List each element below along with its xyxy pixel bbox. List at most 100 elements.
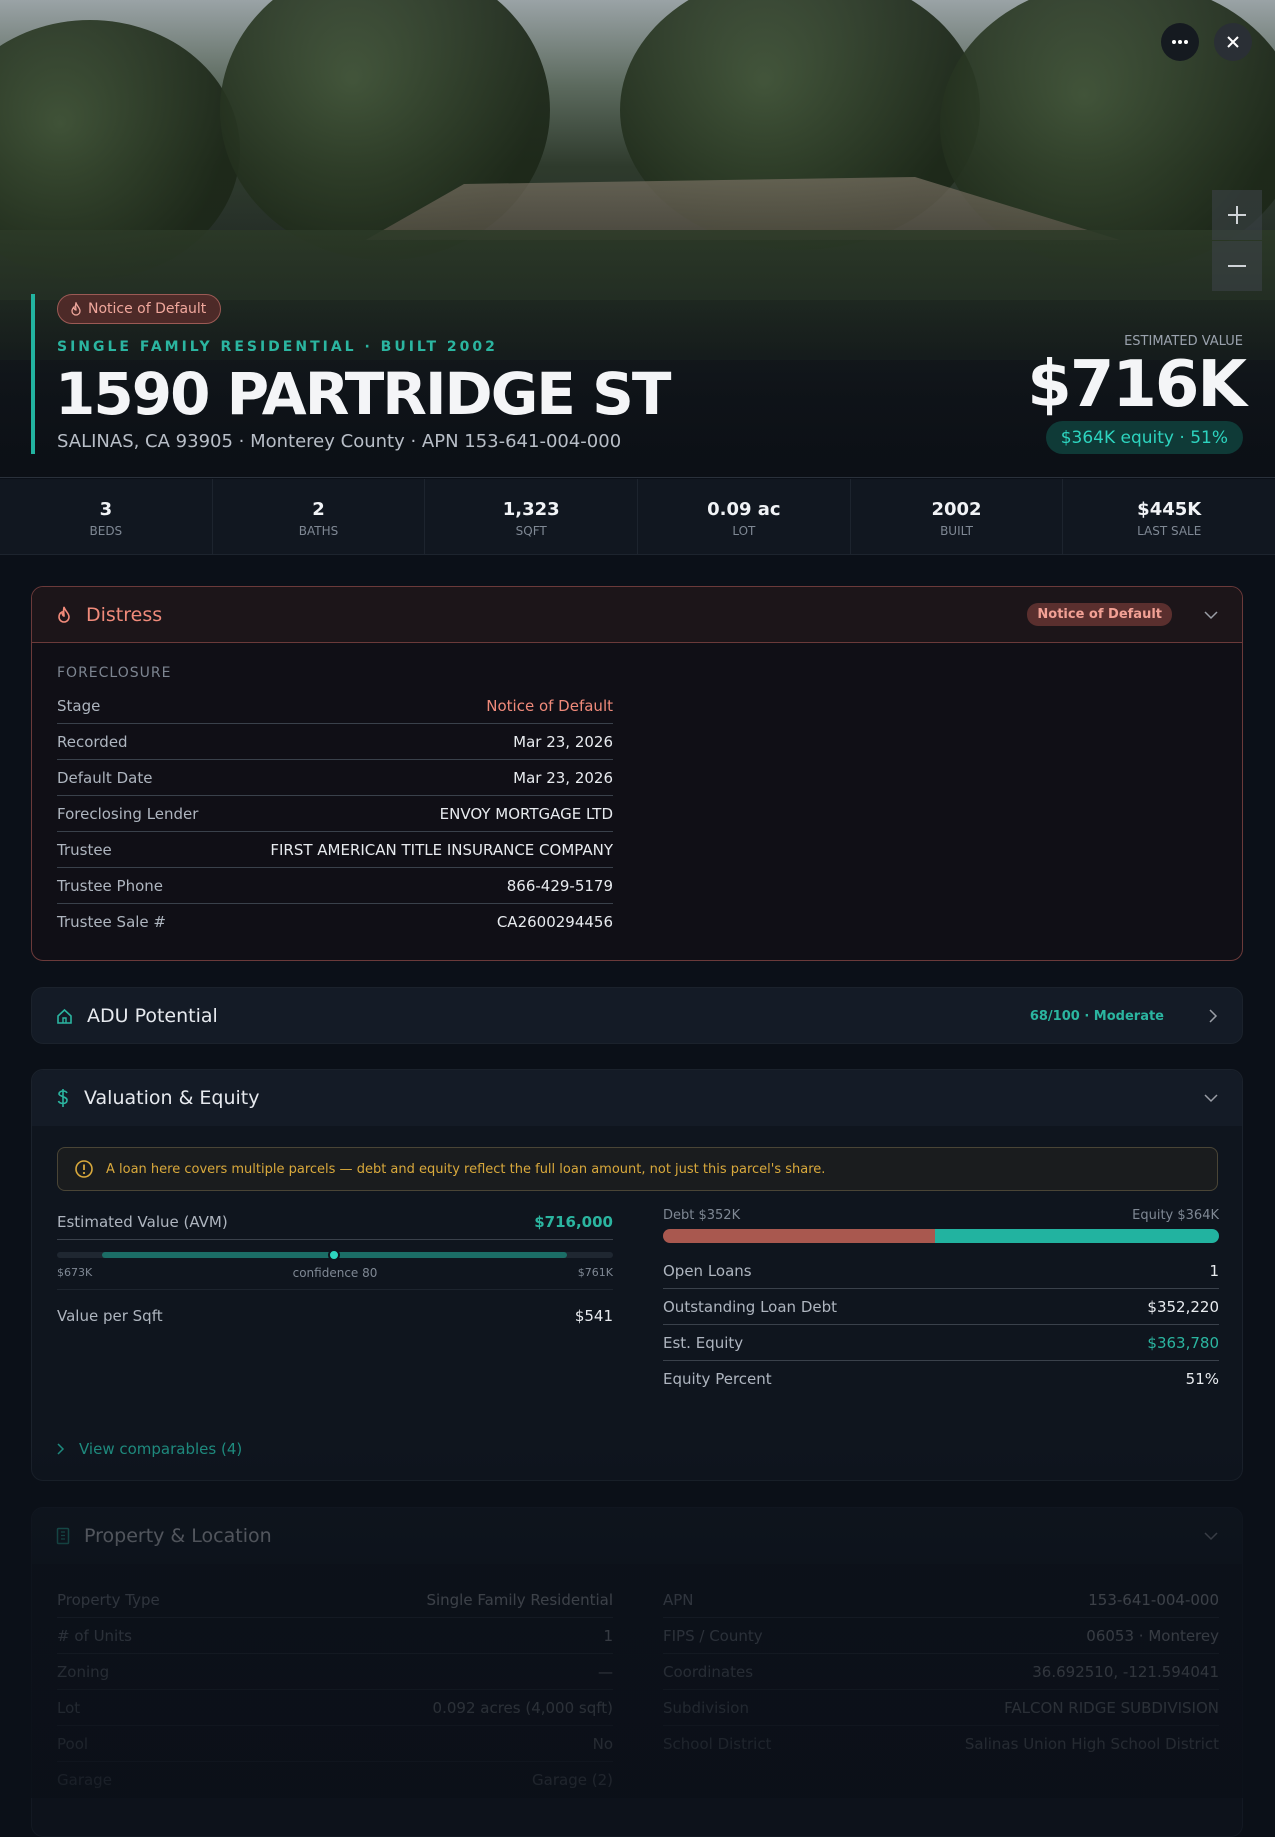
table-row: Value per Sqft $541 (57, 1298, 613, 1334)
stat-value: 0.09 ac (707, 499, 781, 520)
stat-label: BUILT (940, 524, 973, 538)
row-label: # of Units (57, 1626, 132, 1645)
range-confidence: confidence 80 (292, 1266, 378, 1280)
property-left-table: Property Type Single Family Residential # … (57, 1582, 613, 1798)
row-label: APN (663, 1590, 694, 1609)
dollar-icon (57, 1089, 68, 1107)
distress-card: Distress Notice of Default FORECLOSURE S… (31, 586, 1243, 961)
row-label: Coordinates (663, 1662, 754, 1681)
row-value: FALCON RIDGE SUBDIVISION (1004, 1698, 1219, 1717)
row-label: Outstanding Loan Debt (663, 1297, 837, 1316)
more-button[interactable] (1161, 23, 1199, 61)
equity-pill: $364K equity · 51% (1045, 421, 1243, 454)
flame-icon (58, 606, 70, 623)
row-label: Foreclosing Lender (57, 804, 199, 823)
row-label: School District (663, 1735, 772, 1753)
row-value: 153-641-004-000 (1088, 1590, 1219, 1609)
row-value: Garage (2) (532, 1771, 613, 1789)
adu-score: 68/100 · Moderate (1029, 1008, 1164, 1024)
table-row: Open Loans 1 (663, 1253, 1219, 1289)
status-badge: Notice of Default (57, 294, 222, 324)
property-header[interactable]: Property & Location (32, 1508, 1242, 1564)
debt-equity-labels: Debt $352K Equity $364K (663, 1208, 1219, 1223)
avm-row: Estimated Value (AVM) $716,000 (57, 1204, 613, 1240)
row-value: 1 (1209, 1261, 1219, 1280)
row-label: Estimated Value (AVM) (57, 1212, 228, 1231)
range-high: $761K (577, 1266, 613, 1279)
minus-icon (1228, 265, 1246, 267)
row-value: Mar 23, 2026 (513, 768, 613, 787)
row-label: Pool (57, 1734, 89, 1753)
row-label: Stage (57, 696, 101, 715)
zoom-out-button[interactable] (1212, 241, 1262, 291)
zoom-in-button[interactable] (1212, 190, 1262, 240)
warning-banner: A loan here covers multiple parcels — de… (57, 1147, 1218, 1191)
row-value: $541 (574, 1307, 613, 1325)
stat-value: 2 (312, 499, 325, 520)
plus-icon (1228, 206, 1246, 224)
table-row: Property Type Single Family Residential (57, 1582, 613, 1618)
table-row: Stage Notice of Default (57, 688, 613, 724)
view-comparables-text: View comparables (4) (79, 1440, 243, 1458)
property-subtitle: SINGLE FAMILY RESIDENTIAL · BUILT 2002 (57, 339, 498, 355)
table-row: Lot 0.092 acres (4,000 sqft) (57, 1690, 613, 1726)
table-row: Recorded Mar 23, 2026 (57, 724, 613, 760)
row-value: 51% (1185, 1370, 1219, 1388)
stat: 1,323 SQFT (425, 479, 639, 554)
foreclosure-table: Stage Notice of Default Recorded Mar 23, 20… (57, 688, 613, 940)
valuation-right-table: Open Loans 1 Outstanding Loan Debt $352,220… (663, 1253, 1219, 1397)
property-title: Property & Location (84, 1525, 272, 1547)
warning-text: A loan here covers multiple parcels — de… (106, 1161, 826, 1177)
equity-panel: Debt $352K Equity $364K Open Loans 1 Outst… (663, 1208, 1219, 1397)
row-value: $352,220 (1147, 1297, 1219, 1316)
distress-header[interactable]: Distress Notice of Default (32, 587, 1242, 643)
property-address: 1590 PARTRIDGE ST (55, 360, 671, 428)
stat-label: BATHS (298, 524, 339, 538)
row-value: Salinas Union High School District (964, 1735, 1219, 1753)
house-icon (57, 1008, 72, 1024)
more-icon (1172, 40, 1188, 44)
table-row: Default Date Mar 23, 2026 (57, 760, 613, 796)
row-value: Notice of Default (486, 696, 613, 715)
stat-label: LOT (732, 524, 756, 538)
row-value: $716,000 (534, 1212, 613, 1231)
accent-bar (31, 294, 35, 454)
stat-label: BEDS (89, 524, 123, 538)
row-value: FIRST AMERICAN TITLE INSURANCE COMPANY (270, 840, 613, 859)
stat-label: LAST SALE (1137, 524, 1202, 538)
table-row: # of Units 1 (57, 1618, 613, 1654)
range-low: $673K (57, 1266, 93, 1279)
row-value: Single Family Residential (426, 1590, 613, 1609)
close-button[interactable] (1214, 23, 1252, 61)
valuation-header[interactable]: Valuation & Equity (32, 1070, 1242, 1126)
stat: 2002 BUILT (851, 479, 1064, 554)
row-value: 06053 · Monterey (1086, 1626, 1219, 1645)
row-value: — (598, 1662, 613, 1681)
row-label: Property Type (57, 1590, 160, 1609)
table-row: Pool No (57, 1726, 613, 1762)
row-value: CA2600294456 (496, 913, 613, 931)
chevron-right (57, 1443, 65, 1455)
stat-label: SQFT (515, 524, 547, 538)
row-value: ENVOY MORTGAGE LTD (439, 804, 613, 823)
confidence-range: $673K confidence 80 $761K (57, 1240, 613, 1290)
adu-title: ADU Potential (87, 1005, 218, 1027)
row-label: Value per Sqft (57, 1307, 163, 1325)
property-location: SALINAS, CA 93905 · Monterey County · AP… (57, 431, 622, 452)
equity-label: Equity $364K (1132, 1208, 1219, 1223)
valuation-title: Valuation & Equity (84, 1087, 260, 1109)
adu-header[interactable]: ADU Potential 68/100 · Moderate (32, 988, 1242, 1043)
row-label: Zoning (57, 1662, 110, 1681)
stat-value: 1,323 (502, 499, 560, 520)
table-row: Trustee FIRST AMERICAN TITLE INSURANCE CO… (57, 832, 613, 868)
row-label: Trustee Phone (57, 876, 164, 895)
table-row: Outstanding Loan Debt $352,220 (663, 1289, 1219, 1325)
row-label: Trustee Sale # (57, 913, 166, 931)
stat: $445K LAST SALE (1063, 479, 1275, 554)
estimated-value: $716K (1027, 348, 1247, 422)
view-comparables[interactable]: View comparables (4) (57, 1440, 242, 1458)
distress-badge: Notice of Default (1027, 603, 1172, 626)
avm-panel: Estimated Value (AVM) $716,000 $673K con… (57, 1204, 613, 1334)
close-icon (1227, 36, 1239, 48)
property-right-table: APN 153-641-004-000 FIPS / County 06053 · M… (663, 1582, 1219, 1762)
